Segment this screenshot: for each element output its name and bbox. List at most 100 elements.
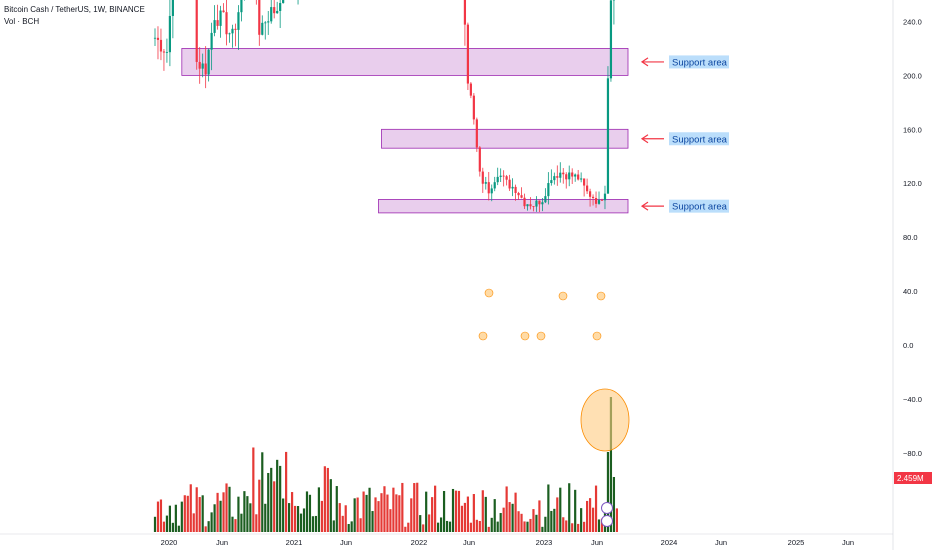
candle-body xyxy=(529,204,532,207)
y-tick-label: 80.0 xyxy=(903,233,918,242)
volume-bar xyxy=(302,508,306,532)
candle-body xyxy=(270,7,273,22)
y-tick-label: 40.0 xyxy=(903,287,918,296)
volume-bar xyxy=(401,482,404,532)
candle-body xyxy=(508,179,511,189)
volume-bar xyxy=(526,521,529,532)
candle-body xyxy=(162,51,166,53)
volume-indicator-title: Vol · BCH xyxy=(4,17,40,26)
volume-bar xyxy=(362,491,365,532)
candle-body xyxy=(195,0,198,62)
price-zones xyxy=(181,48,629,214)
volume-bar xyxy=(162,521,166,532)
candle-body xyxy=(231,28,234,34)
volume-bar xyxy=(374,497,377,532)
volume-bar xyxy=(228,486,231,532)
candle-body xyxy=(565,174,568,180)
candle-body xyxy=(267,21,270,23)
candle-body xyxy=(600,200,604,201)
volume-badge-value: 2.459M xyxy=(897,474,924,483)
candle-body xyxy=(481,171,484,184)
candle-body xyxy=(165,52,169,53)
volume-bar xyxy=(195,487,198,532)
volume-bar xyxy=(347,524,350,532)
volume-bar xyxy=(597,519,601,532)
volume-bar xyxy=(344,505,347,532)
volume-bar xyxy=(556,497,559,532)
candle-body xyxy=(562,172,565,175)
volume-bar xyxy=(469,522,472,532)
candle-body xyxy=(591,196,595,199)
volume-bar xyxy=(261,452,264,532)
volume-bar xyxy=(234,519,237,532)
candle-body xyxy=(520,195,523,198)
volume-bar xyxy=(502,507,505,532)
volume-bar xyxy=(174,504,177,532)
volume-bar xyxy=(293,505,297,532)
zone-label-4: Support area xyxy=(672,202,728,213)
candle-body xyxy=(577,174,580,180)
volume-bar xyxy=(246,496,249,532)
volume-bar xyxy=(499,513,502,532)
candle-body xyxy=(535,200,538,207)
volume-bar xyxy=(267,472,270,532)
candle-body xyxy=(276,10,279,14)
volume-bar xyxy=(490,517,493,532)
y-tick-label: 160.0 xyxy=(903,125,922,134)
volume-bar xyxy=(270,467,273,532)
x-tick-label: 2020 xyxy=(161,538,178,547)
event-icon-0 xyxy=(601,502,613,514)
volume-bar xyxy=(612,477,616,532)
touch-point-6 xyxy=(592,331,602,341)
volume-spike-circle xyxy=(580,388,630,452)
candles xyxy=(153,0,616,213)
candle-body xyxy=(216,20,219,26)
volume-bar xyxy=(442,491,446,532)
candle-body xyxy=(475,119,478,148)
candle-body xyxy=(532,206,535,208)
volume-bar xyxy=(523,521,526,532)
volume-bar xyxy=(368,487,371,532)
volume-bar xyxy=(377,501,380,532)
volume-bar xyxy=(398,495,401,532)
volume-bar xyxy=(243,491,246,532)
volume-bar xyxy=(475,519,478,532)
volume-bar xyxy=(413,483,416,532)
volume-bar xyxy=(216,492,219,532)
volume-bar xyxy=(472,494,475,532)
x-tick-label: 2022 xyxy=(411,538,428,547)
arrow-head-3 xyxy=(640,134,649,144)
touch-point-5 xyxy=(536,331,546,341)
time-axis: 2020 Jun 2021 Jun 2022 Jun 2023 Jun 2024 Jun 2025 J… xyxy=(0,533,893,547)
volume-bar xyxy=(588,498,592,532)
candle-body xyxy=(237,12,240,30)
candle-body xyxy=(168,15,171,53)
volume-bar xyxy=(591,507,595,532)
candle-body xyxy=(597,200,601,204)
volume-bar xyxy=(541,526,544,532)
volume-bar xyxy=(305,491,309,532)
x-tick-label: Jun xyxy=(216,538,228,547)
volume-bar xyxy=(198,497,201,532)
volume-bar xyxy=(559,487,562,532)
candle-body xyxy=(463,0,467,25)
x-tick-label: Jun xyxy=(340,538,352,547)
volume-bar xyxy=(562,517,565,532)
touch-point-2 xyxy=(596,291,606,301)
volume-bar xyxy=(204,526,207,532)
candle-body xyxy=(583,178,586,186)
volume-bar xyxy=(487,526,490,532)
chart-markers xyxy=(478,288,630,527)
volume-bar xyxy=(317,487,320,532)
label-bg-4 xyxy=(669,199,729,213)
x-tick-label: Jun xyxy=(463,538,475,547)
volume-bar xyxy=(428,514,431,532)
volume-bar xyxy=(177,525,180,532)
candle-body xyxy=(586,185,589,192)
volume-bar xyxy=(454,490,458,532)
volume-bar xyxy=(517,511,520,532)
candle-body xyxy=(228,33,231,35)
candle-body xyxy=(511,186,514,189)
candle-body xyxy=(574,174,577,177)
